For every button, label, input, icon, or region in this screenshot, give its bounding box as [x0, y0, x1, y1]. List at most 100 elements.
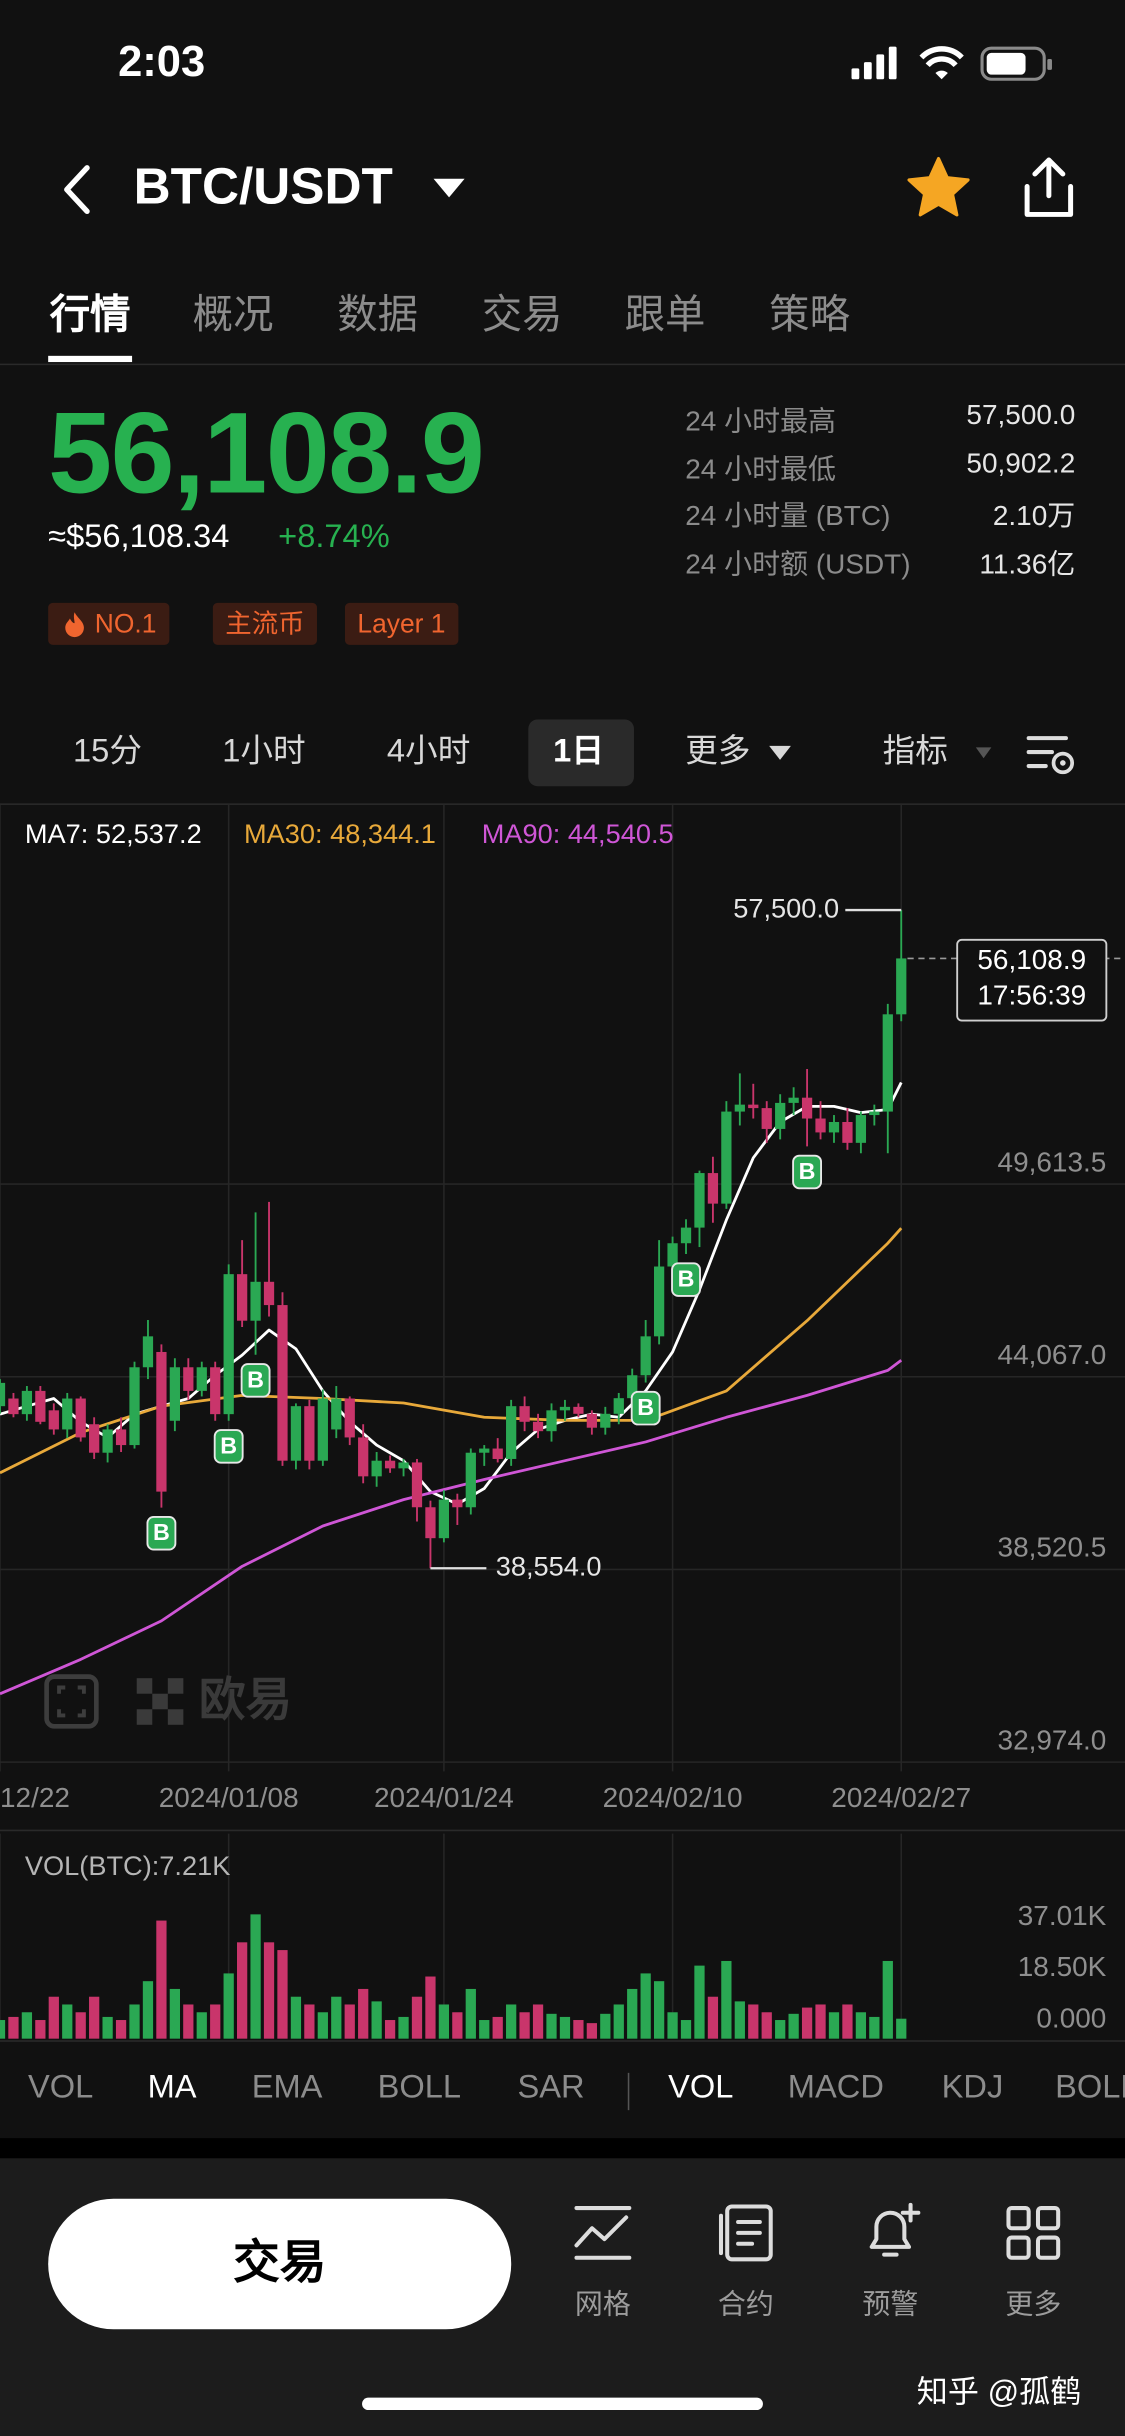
- candle-body: [62, 1398, 73, 1430]
- tab[interactable]: 跟单: [624, 290, 706, 338]
- interval-tab[interactable]: 15分: [73, 733, 142, 770]
- volume-bar: [627, 1988, 638, 2039]
- y-tick-label: 49,613.5: [998, 1146, 1107, 1177]
- buy-marker-label: B: [220, 1432, 237, 1458]
- tag: 主流币: [212, 602, 317, 645]
- candle-body: [573, 1406, 584, 1414]
- action-label[interactable]: 更多: [1005, 2288, 1062, 2320]
- last-price-time: 17:56:39: [977, 980, 1086, 1011]
- annotation-label: 38,554.0: [496, 1550, 602, 1581]
- indicator-tab[interactable]: VOL: [27, 2069, 94, 2106]
- indicator-tab[interactable]: MA: [147, 2069, 197, 2106]
- volume-bar: [8, 2016, 19, 2039]
- interval-tab[interactable]: 1日: [553, 733, 604, 770]
- grid-icon: [574, 2206, 632, 2260]
- candle-body: [801, 1097, 813, 1119]
- candle-body: [263, 1281, 275, 1306]
- candle-body: [196, 1367, 207, 1391]
- pair-title[interactable]: BTC/USDT: [133, 156, 393, 215]
- legend-entry: MA30: 48,344.1: [244, 818, 436, 849]
- pair-dropdown[interactable]: [430, 174, 467, 202]
- candle-body: [653, 1266, 665, 1337]
- candle-body: [680, 1227, 692, 1244]
- action-label[interactable]: 网格: [574, 2288, 631, 2320]
- indicator-tab[interactable]: VOL: [668, 2069, 734, 2106]
- volume-bar: [304, 2004, 315, 2039]
- buy-marker: [146, 1515, 177, 1551]
- tab[interactable]: 交易: [481, 290, 563, 338]
- volume-bar: [371, 2001, 382, 2039]
- volume-bar: [89, 1996, 100, 2039]
- home-indicator: [362, 2397, 763, 2411]
- back-button[interactable]: [56, 162, 103, 218]
- fullscreen-icon[interactable]: [44, 1674, 99, 1729]
- interval-tab[interactable]: 1小时: [222, 733, 306, 770]
- buy-marker-label: B: [153, 1519, 170, 1545]
- volume-bar: [640, 1973, 651, 2039]
- volume-bar: [479, 2020, 490, 2039]
- candle-body: [169, 1367, 180, 1421]
- buy-marker-label: B: [678, 1266, 695, 1292]
- chart-settings[interactable]: [1024, 730, 1077, 777]
- volume-bar: [398, 2016, 409, 2039]
- candle-body: [492, 1448, 503, 1459]
- volume-bar: [465, 1988, 476, 2039]
- volume-bar: [532, 2004, 544, 2039]
- volume-bar: [734, 2001, 745, 2039]
- volume-bar: [438, 2004, 450, 2039]
- y-tick-label: 32,974.0: [998, 1724, 1107, 1755]
- indicator-tab[interactable]: MACD: [787, 2069, 884, 2106]
- trade-button[interactable]: 交易: [48, 2198, 512, 2330]
- candle-body: [290, 1406, 302, 1461]
- action-label[interactable]: 合约: [717, 2288, 774, 2320]
- candle-body: [129, 1367, 140, 1446]
- stat-label: 24 小时最高: [685, 405, 837, 437]
- tab[interactable]: 概况: [192, 290, 274, 338]
- volume-bar: [263, 1942, 275, 2039]
- volume-bar: [707, 1996, 719, 2039]
- indicator-tab[interactable]: KDJ: [941, 2069, 1004, 2106]
- legend-entry: MA90: 44,540.5: [482, 818, 674, 849]
- volume-bar: [183, 2004, 194, 2039]
- volume-bar: [142, 1981, 154, 2039]
- action-label[interactable]: 预警: [862, 2288, 919, 2320]
- tab[interactable]: 数据: [337, 290, 419, 338]
- tab[interactable]: 策略: [769, 290, 850, 338]
- indicator-caret: [975, 747, 992, 759]
- tab[interactable]: 行情: [49, 290, 131, 338]
- candle-body: [465, 1452, 476, 1508]
- candle-body: [479, 1448, 490, 1453]
- volume-bar: [0, 2020, 6, 2039]
- candle-body: [667, 1243, 678, 1267]
- interval-tab[interactable]: 4小时: [386, 733, 471, 770]
- volume-bar: [317, 2012, 328, 2039]
- candle-body: [411, 1462, 423, 1508]
- buy-marker: [630, 1390, 661, 1426]
- stat-value: 11.36亿: [979, 548, 1076, 580]
- indicator-tab[interactable]: SAR: [517, 2069, 585, 2106]
- more-caret: [769, 745, 791, 760]
- favorite-star[interactable]: [906, 155, 971, 220]
- volume-bar: [680, 2020, 692, 2039]
- volume-bar: [210, 2004, 221, 2039]
- indicator-tab[interactable]: BOLL: [1055, 2069, 1125, 2106]
- share-button[interactable]: [1018, 155, 1080, 220]
- x-tick-label: 2024/02/27: [831, 1782, 971, 1813]
- indicator-tab[interactable]: BOLL: [377, 2069, 462, 2106]
- volume-bar: [653, 1981, 665, 2039]
- buy-marker: [792, 1154, 823, 1190]
- candle-body: [398, 1462, 409, 1469]
- buy-marker-label: B: [247, 1366, 264, 1392]
- volume-bar: [667, 2012, 678, 2039]
- kline-chart: 欧易 2023/12/22 2024/01/08 2024/01/24 2024/02…: [0, 804, 1125, 2039]
- tag: NO.1: [48, 602, 169, 645]
- interval-tab[interactable]: 指标: [882, 733, 948, 770]
- indicator-tab[interactable]: EMA: [251, 2069, 323, 2106]
- buy-marker-label: B: [637, 1394, 654, 1420]
- volume-bar: [721, 1960, 732, 2039]
- candle-body: [869, 1111, 880, 1116]
- candle-body: [115, 1429, 127, 1446]
- volume-bar: [761, 2012, 772, 2039]
- interval-tab[interactable]: 更多: [685, 733, 751, 770]
- candle-body: [102, 1429, 113, 1453]
